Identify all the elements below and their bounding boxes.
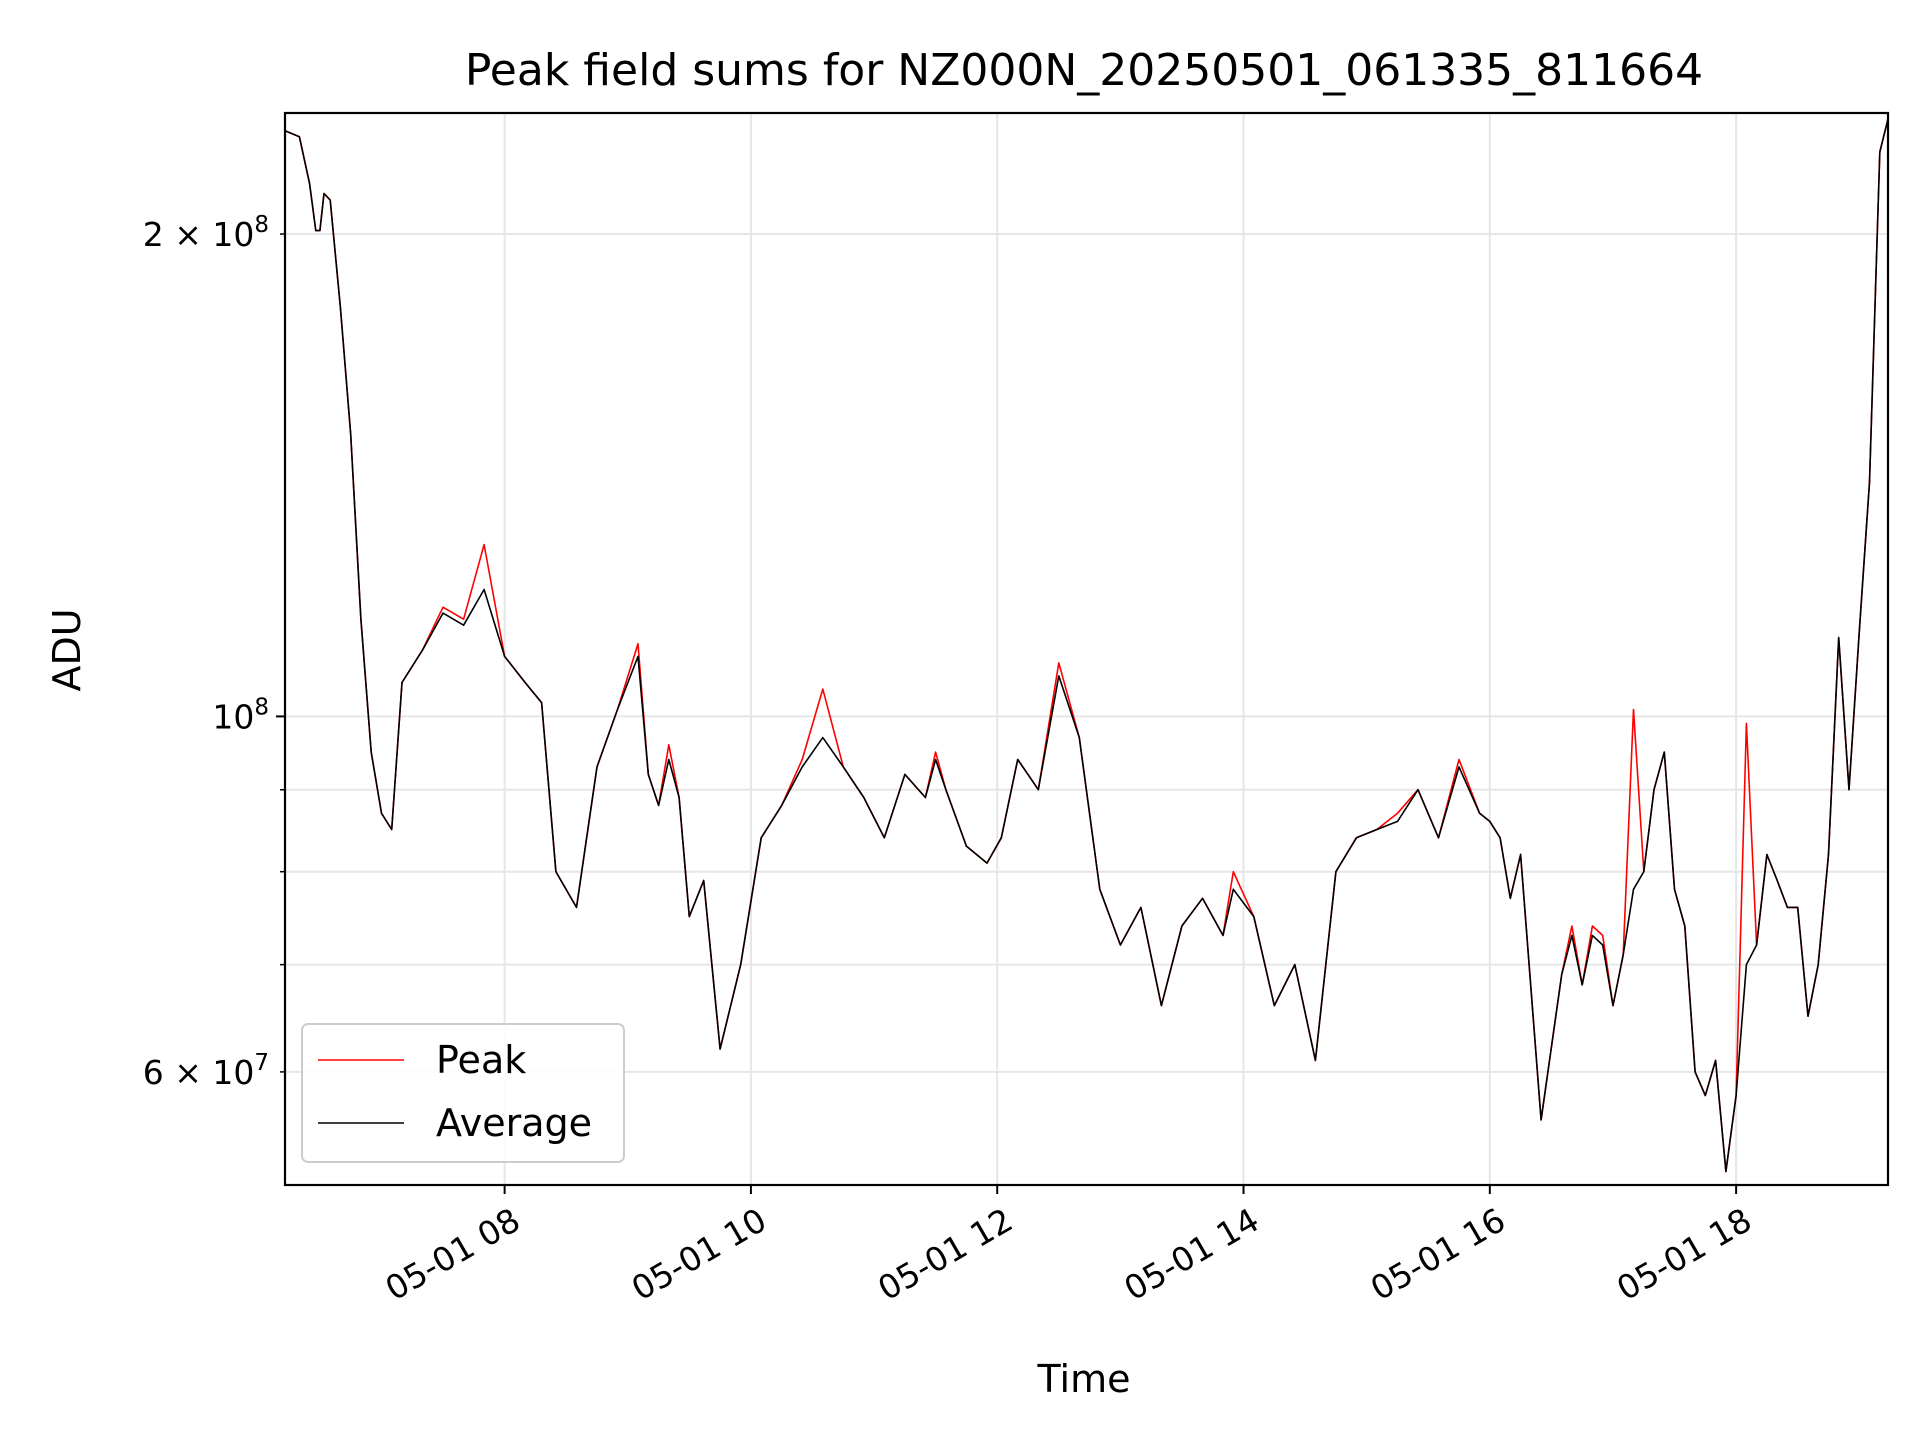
chart-title: Peak field sums for NZ000N_20250501_0613… bbox=[465, 45, 1703, 96]
legend-label-peak: Peak bbox=[436, 1038, 526, 1082]
x-axis-label: Time bbox=[1037, 1357, 1131, 1401]
plot-area-frame bbox=[283, 111, 1890, 1187]
y-tick-label: 2 × 108 bbox=[143, 212, 269, 254]
series-lines bbox=[284, 118, 1889, 1173]
y-axis-ticks: 108 6 × 107 2 × 108 bbox=[143, 212, 285, 1092]
y-tick-label: 108 bbox=[212, 694, 269, 736]
series-line-average bbox=[284, 118, 1889, 1173]
legend-label-average: Average bbox=[436, 1101, 592, 1145]
y-axis-label: ADU bbox=[45, 608, 89, 691]
legend: Peak Average bbox=[301, 1023, 625, 1163]
legend-box bbox=[301, 1023, 625, 1163]
y-tick-label: 6 × 107 bbox=[143, 1050, 269, 1092]
